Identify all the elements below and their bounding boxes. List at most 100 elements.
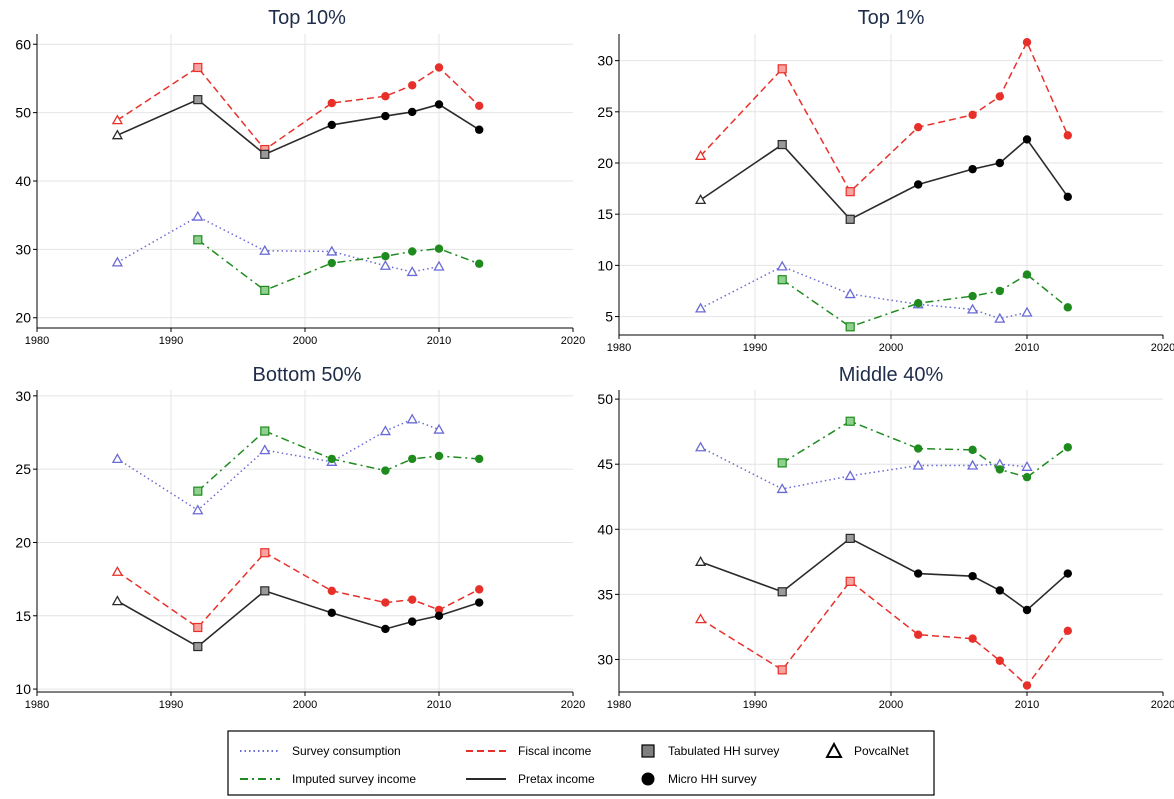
y-tick-label: 30	[15, 241, 31, 257]
legend-item-pretax-income: Pretax income	[466, 772, 595, 786]
data-point	[694, 556, 707, 566]
legend-label: Survey consumption	[292, 744, 401, 758]
series-fiscal-income	[694, 37, 1073, 197]
data-point	[912, 459, 924, 470]
data-point	[408, 107, 417, 117]
data-point	[776, 260, 788, 271]
series-imputed-survey-income	[777, 270, 1073, 332]
data-point	[844, 288, 856, 299]
data-point	[995, 656, 1004, 665]
data-point	[193, 622, 203, 633]
panel-title: Middle 40%	[839, 364, 944, 386]
legend-label: PovcalNet	[854, 744, 909, 758]
y-tick-label: 15	[15, 608, 31, 624]
data-point	[259, 444, 271, 455]
x-tick-label: 2010	[1015, 342, 1039, 354]
data-point	[845, 187, 855, 197]
data-point	[1022, 681, 1032, 690]
data-point	[694, 302, 707, 313]
series-fiscal-income	[111, 548, 484, 633]
data-point	[111, 595, 124, 606]
data-point	[327, 586, 336, 596]
data-point	[1021, 460, 1033, 471]
y-tick-label: 20	[597, 155, 613, 171]
data-point	[408, 81, 417, 90]
data-point	[968, 571, 977, 581]
data-point	[777, 458, 787, 468]
y-tick-label: 10	[597, 257, 613, 273]
data-point	[914, 299, 923, 308]
legend-label: Pretax income	[518, 772, 595, 786]
series-line	[116, 66, 480, 151]
y-tick-label: 20	[15, 534, 31, 550]
data-point	[845, 416, 855, 426]
series-pretax-income	[111, 95, 484, 159]
data-point	[776, 483, 788, 494]
x-tick-label: 2010	[427, 335, 451, 347]
data-point	[914, 444, 923, 453]
x-tick-label: 2020	[1151, 342, 1174, 354]
data-point	[192, 210, 204, 221]
data-point	[406, 266, 418, 277]
data-point	[1022, 270, 1032, 279]
y-tick-label: 20	[15, 310, 31, 326]
series-line	[197, 430, 480, 492]
data-point	[111, 565, 124, 576]
x-tick-label: 1990	[743, 342, 767, 354]
data-point	[1063, 131, 1073, 140]
data-point	[1022, 37, 1032, 47]
data-point	[193, 95, 203, 105]
data-point	[327, 258, 336, 268]
series-line	[117, 98, 480, 156]
data-point	[845, 322, 855, 332]
data-point	[694, 441, 707, 452]
data-point	[968, 634, 977, 643]
data-point	[111, 114, 124, 125]
data-point	[475, 125, 484, 134]
series-pretax-income	[694, 533, 1073, 615]
data-point	[914, 122, 923, 132]
series-pretax-income	[694, 135, 1073, 224]
data-point	[1063, 303, 1073, 312]
data-point	[777, 665, 787, 675]
data-point	[995, 586, 1004, 595]
x-tick-label: 1980	[607, 342, 631, 354]
x-tick-label: 2020	[561, 699, 585, 711]
panel-bottom-50: Bottom 50% 10 15 20 25 30 1980 1990 2000 2010 2020	[15, 364, 585, 711]
data-point	[845, 214, 855, 224]
y-tick-label: 30	[597, 53, 613, 69]
y-tick-label: 10	[15, 681, 31, 697]
series-line	[781, 273, 1069, 328]
y-tick-label: 30	[15, 388, 31, 404]
x-tick-label: 2000	[879, 699, 903, 711]
data-point	[995, 92, 1004, 101]
data-point	[327, 608, 336, 618]
data-point	[968, 445, 977, 455]
series-imputed-survey-income	[777, 416, 1073, 482]
data-point	[966, 303, 979, 314]
data-point	[193, 235, 203, 245]
legend-item-fiscal-income: Fiscal income	[466, 744, 592, 758]
series-line	[116, 418, 440, 512]
data-point	[327, 120, 336, 130]
x-tick-label: 1990	[159, 699, 183, 711]
data-point	[381, 624, 390, 634]
data-point	[260, 586, 270, 596]
data-point	[408, 595, 417, 604]
y-tick-label: 50	[15, 105, 31, 121]
data-point	[259, 244, 271, 255]
series-line	[700, 537, 1069, 612]
data-point	[995, 286, 1004, 296]
y-tick-label: 30	[597, 651, 613, 667]
data-point	[1063, 626, 1073, 636]
data-point	[326, 245, 338, 256]
data-point	[433, 423, 445, 434]
legend-label: Tabulated HH survey	[668, 744, 779, 758]
data-point	[475, 259, 484, 268]
data-point	[111, 453, 124, 464]
series-fiscal-income	[694, 576, 1073, 690]
series-line	[117, 589, 480, 648]
legend-box	[227, 730, 935, 796]
series-pretax-income	[111, 586, 484, 652]
x-tick-label: 1990	[743, 699, 767, 711]
